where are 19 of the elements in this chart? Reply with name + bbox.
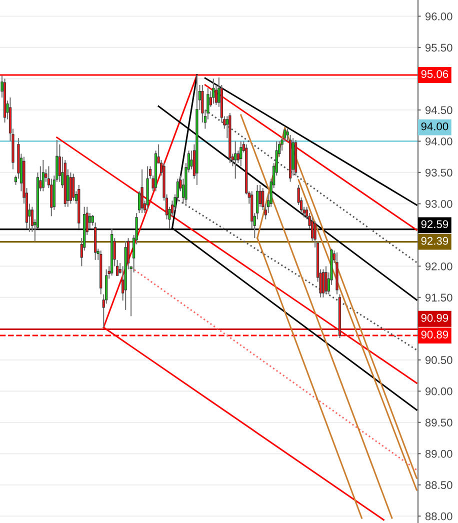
ref-line-label: 90.99 bbox=[421, 314, 448, 322]
y-tick-label: 88.50 bbox=[425, 481, 452, 490]
ref-line-label: 95.06 bbox=[421, 70, 448, 78]
y-tick-label: 92.00 bbox=[425, 262, 452, 270]
ref-line-label: 90.89 bbox=[421, 330, 448, 339]
y-tick-label: 95.50 bbox=[425, 44, 452, 52]
y-tick-label: 88.00 bbox=[425, 512, 452, 520]
y-tick-label: 93.50 bbox=[425, 168, 452, 177]
y-tick-label: 96.00 bbox=[425, 12, 452, 20]
y-tick-label: 90.00 bbox=[425, 387, 452, 396]
y-tick-label: 89.00 bbox=[425, 450, 452, 458]
ref-line-label: 92.39 bbox=[421, 236, 448, 245]
y-tick-label: 94.00 bbox=[425, 137, 452, 146]
y-tick-label: 93.00 bbox=[425, 200, 452, 208]
y-tick-label: 91.50 bbox=[425, 294, 452, 302]
y-tick-label: 94.50 bbox=[425, 106, 452, 114]
y-tick-label: 90.50 bbox=[425, 356, 452, 364]
y-tick-label: 89.50 bbox=[425, 418, 452, 427]
ref-line-label: 92.59 bbox=[421, 220, 448, 228]
